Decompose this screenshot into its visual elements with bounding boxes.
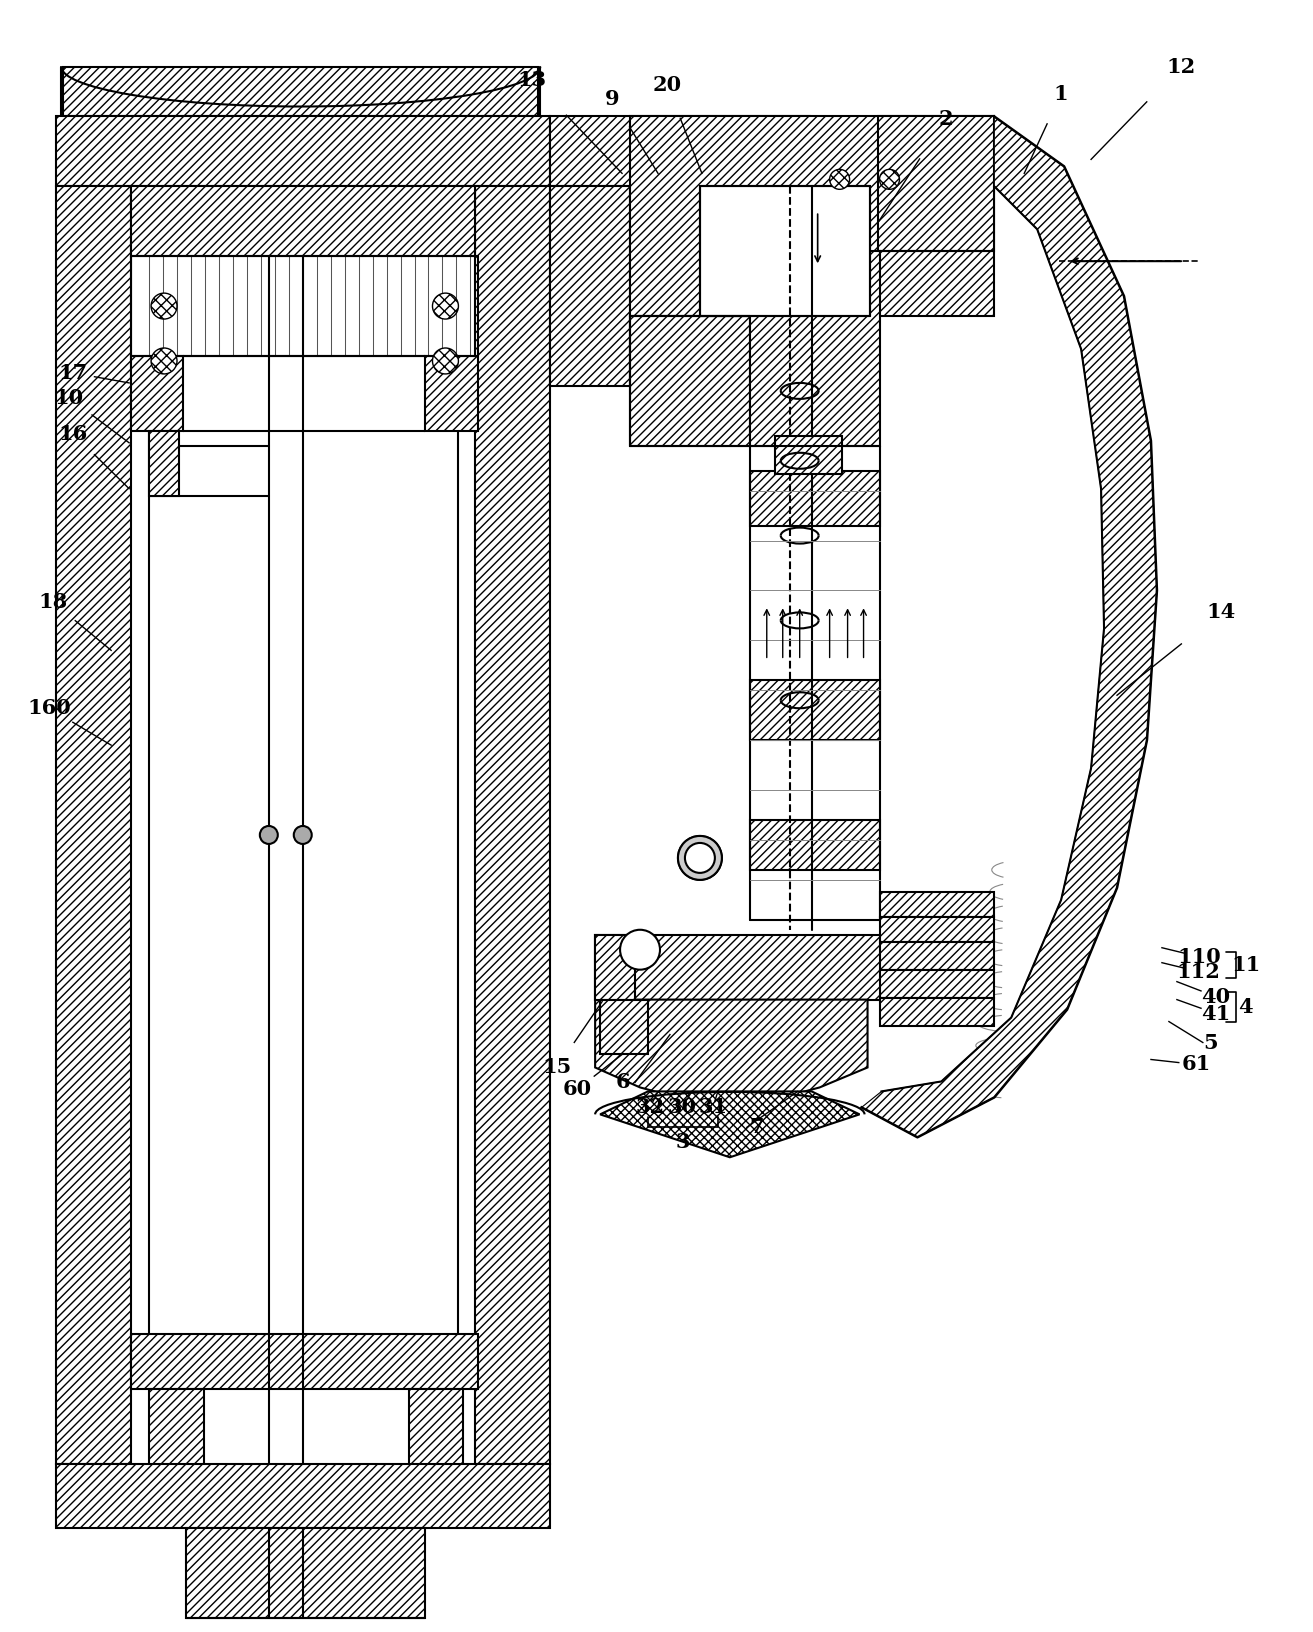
Text: 3: 3 bbox=[676, 1133, 691, 1152]
Polygon shape bbox=[56, 186, 131, 1464]
Polygon shape bbox=[877, 116, 994, 251]
Circle shape bbox=[678, 836, 722, 880]
Text: 112: 112 bbox=[1176, 961, 1221, 982]
Circle shape bbox=[294, 826, 311, 844]
Text: 30: 30 bbox=[667, 1097, 696, 1118]
Text: 7: 7 bbox=[750, 1118, 764, 1138]
Polygon shape bbox=[700, 186, 869, 317]
Circle shape bbox=[432, 348, 458, 374]
Polygon shape bbox=[630, 116, 994, 317]
Text: 2: 2 bbox=[937, 109, 953, 129]
Polygon shape bbox=[595, 1000, 868, 1111]
Polygon shape bbox=[750, 251, 880, 446]
Text: 31: 31 bbox=[699, 1097, 727, 1118]
Circle shape bbox=[880, 170, 899, 189]
Circle shape bbox=[830, 170, 850, 189]
Polygon shape bbox=[630, 317, 750, 446]
Text: 13: 13 bbox=[517, 70, 546, 90]
Polygon shape bbox=[150, 1389, 204, 1469]
Text: 6: 6 bbox=[616, 1072, 630, 1092]
Polygon shape bbox=[600, 1000, 649, 1054]
Text: 14: 14 bbox=[1207, 602, 1236, 622]
Polygon shape bbox=[550, 116, 810, 186]
Polygon shape bbox=[905, 935, 943, 1000]
Polygon shape bbox=[750, 819, 880, 870]
Polygon shape bbox=[595, 935, 939, 1000]
Circle shape bbox=[620, 930, 660, 969]
Polygon shape bbox=[880, 891, 994, 917]
Polygon shape bbox=[861, 116, 1157, 1138]
Text: 32: 32 bbox=[635, 1097, 664, 1118]
Circle shape bbox=[685, 844, 714, 873]
Polygon shape bbox=[550, 186, 630, 385]
Polygon shape bbox=[880, 942, 994, 969]
Polygon shape bbox=[408, 1389, 463, 1469]
Text: 60: 60 bbox=[562, 1079, 592, 1100]
Text: 16: 16 bbox=[59, 424, 88, 444]
Polygon shape bbox=[595, 935, 635, 1000]
Polygon shape bbox=[880, 969, 994, 997]
Polygon shape bbox=[880, 917, 994, 942]
Polygon shape bbox=[775, 436, 842, 473]
Text: 41: 41 bbox=[1201, 1004, 1230, 1023]
Text: 40: 40 bbox=[1201, 987, 1230, 1007]
Polygon shape bbox=[56, 1464, 550, 1529]
Polygon shape bbox=[750, 681, 880, 741]
Text: 20: 20 bbox=[653, 75, 681, 95]
Text: 12: 12 bbox=[1166, 57, 1196, 77]
Polygon shape bbox=[131, 1333, 478, 1389]
Polygon shape bbox=[186, 1529, 425, 1619]
Polygon shape bbox=[600, 1092, 860, 1157]
Text: 11: 11 bbox=[1232, 955, 1260, 974]
Text: 110: 110 bbox=[1176, 947, 1221, 966]
Circle shape bbox=[260, 826, 278, 844]
Circle shape bbox=[151, 294, 177, 318]
Text: 4: 4 bbox=[1238, 997, 1253, 1017]
Polygon shape bbox=[150, 431, 179, 496]
Polygon shape bbox=[880, 997, 994, 1025]
Polygon shape bbox=[131, 356, 183, 431]
Polygon shape bbox=[425, 356, 478, 431]
Polygon shape bbox=[475, 186, 550, 1464]
Text: 5: 5 bbox=[1204, 1033, 1218, 1053]
Polygon shape bbox=[750, 470, 880, 526]
Text: 160: 160 bbox=[28, 698, 71, 718]
Text: 17: 17 bbox=[59, 362, 88, 384]
Circle shape bbox=[432, 294, 458, 318]
Text: 18: 18 bbox=[38, 592, 68, 612]
Polygon shape bbox=[63, 67, 538, 116]
Text: 15: 15 bbox=[542, 1058, 572, 1077]
Polygon shape bbox=[56, 116, 550, 186]
Circle shape bbox=[151, 348, 177, 374]
Text: 10: 10 bbox=[55, 388, 84, 408]
Text: 1: 1 bbox=[1054, 83, 1069, 103]
Polygon shape bbox=[131, 186, 475, 256]
Circle shape bbox=[678, 836, 722, 880]
Text: 61: 61 bbox=[1182, 1054, 1211, 1074]
Text: 9: 9 bbox=[605, 88, 620, 108]
